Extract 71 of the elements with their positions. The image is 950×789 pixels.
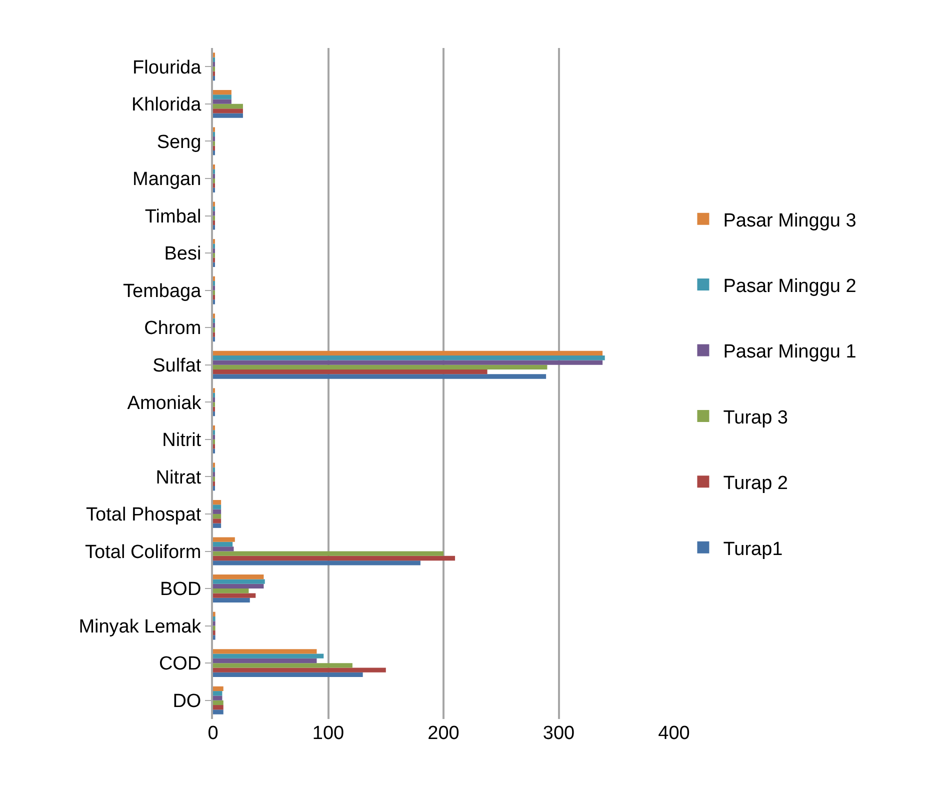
y-tick-label: DO	[172, 691, 202, 712]
bar	[213, 514, 222, 519]
y-tick-label: Total Phospat	[86, 504, 202, 526]
bar	[213, 350, 603, 356]
bar	[213, 504, 222, 510]
x-tick-label: 400	[658, 723, 690, 744]
bar	[213, 542, 233, 547]
bar	[213, 574, 264, 580]
y-tick-label: Minyak Lemak	[78, 616, 202, 638]
legend-label: Pasar Minggu 1	[723, 342, 856, 363]
legend-label: Pasar Minggu 2	[723, 276, 856, 297]
legend-label: Turap 3	[723, 407, 788, 428]
bar	[213, 556, 456, 561]
bar	[213, 104, 243, 109]
bar	[213, 364, 548, 370]
y-tick-label: BOD	[160, 579, 202, 600]
bar	[213, 658, 317, 664]
bar	[213, 94, 232, 100]
bar	[213, 593, 256, 598]
y-tick-label: Tembaga	[123, 280, 202, 302]
legend-label: Turap 2	[723, 473, 788, 494]
bar	[213, 588, 249, 594]
y-tick-label: Khlorida	[131, 94, 202, 116]
bar	[213, 672, 363, 678]
bar	[213, 518, 222, 524]
bar	[213, 360, 603, 365]
y-tick-label: Mangan	[132, 169, 202, 190]
bar	[213, 579, 265, 584]
bar	[213, 546, 234, 552]
bar	[213, 649, 317, 654]
bar	[213, 509, 222, 514]
bar	[213, 705, 224, 710]
bar	[213, 663, 352, 668]
y-tick-label: Timbal	[144, 206, 202, 228]
x-tick-label: 200	[428, 723, 460, 744]
x-tick-label: 300	[542, 723, 575, 744]
y-tick-label: Besi	[164, 244, 202, 265]
bar	[213, 691, 222, 696]
bar	[213, 598, 250, 603]
bar	[213, 700, 224, 706]
y-tick-label: Seng	[156, 132, 202, 153]
y-tick-label: Chrom	[144, 318, 202, 340]
y-tick-label: Nitrit	[162, 430, 202, 452]
bar	[213, 551, 444, 556]
y-tick-label: Flourida	[132, 57, 202, 78]
bar	[213, 113, 243, 118]
bar	[213, 523, 222, 528]
y-tick-label: Amoniak	[127, 392, 202, 414]
bar	[213, 90, 232, 95]
bar	[213, 537, 235, 542]
y-tick-label: Nitrat	[156, 467, 202, 488]
legend-label: Pasar Minggu 3	[723, 210, 856, 232]
x-tick-label: 100	[312, 723, 344, 744]
bar	[213, 686, 224, 692]
bar	[213, 500, 222, 505]
bar	[213, 710, 224, 714]
x-tick-label: 0	[208, 723, 218, 744]
bar	[213, 370, 488, 374]
bar	[213, 108, 243, 114]
bar	[213, 356, 605, 360]
bar	[213, 374, 546, 379]
bar	[213, 560, 420, 566]
y-tick-label: Sulfat	[152, 356, 202, 377]
legend-label: Turap1	[723, 538, 783, 560]
bar	[213, 696, 222, 700]
bar	[213, 668, 386, 672]
y-tick-label: Total Coliform	[85, 542, 202, 563]
bar	[213, 654, 324, 658]
y-tick-label: COD	[158, 654, 202, 675]
bar	[213, 584, 264, 589]
bar	[213, 99, 232, 104]
